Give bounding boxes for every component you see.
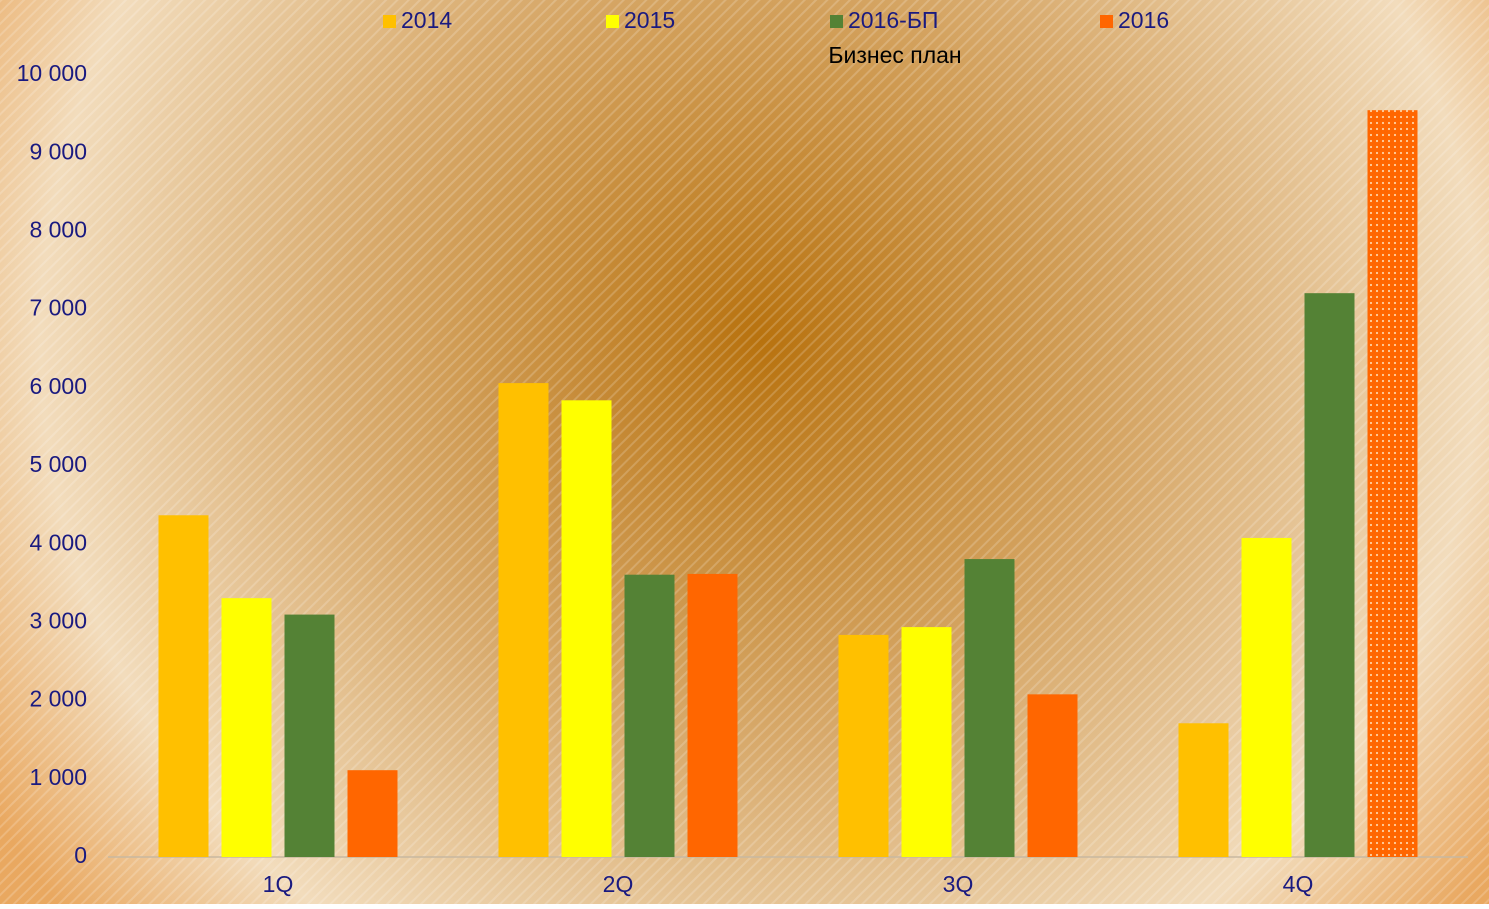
y-tick-label: 4 000 [29,529,87,555]
bar [221,598,272,857]
legend-swatch [606,15,619,28]
bar [838,634,889,857]
legend-swatch [383,15,396,28]
legend-label: 2014 [401,7,452,33]
bar [284,614,335,857]
y-tick-label: 0 [74,842,87,868]
y-tick-label: 8 000 [29,216,87,242]
y-tick-label: 5 000 [29,451,87,477]
bar [561,400,612,857]
legend-swatch [830,15,843,28]
y-tick-label: 9 000 [29,138,87,164]
legend-label: 2015 [624,7,675,33]
legend-label: 2016 [1118,7,1169,33]
bar [498,383,549,857]
bar [1178,723,1229,857]
bar [687,573,738,857]
legend-label: 2016-БП [848,7,938,33]
bar [158,515,209,857]
y-tick-label: 6 000 [29,373,87,399]
bar [624,574,675,857]
x-tick-label: 3Q [943,871,974,897]
y-tick-label: 1 000 [29,764,87,790]
bar [901,627,952,857]
bar [1241,537,1292,857]
bar [1027,694,1078,857]
bar [347,770,398,857]
bar [1367,110,1418,857]
y-tick-label: 3 000 [29,607,87,633]
legend-swatch [1100,15,1113,28]
y-tick-label: 2 000 [29,686,87,712]
bar [1304,293,1355,858]
y-tick-label: 7 000 [29,295,87,321]
x-tick-label: 1Q [263,871,294,897]
y-tick-label: 10 000 [17,60,87,86]
x-tick-label: 4Q [1283,871,1314,897]
x-tick-label: 2Q [603,871,634,897]
bar [964,559,1015,857]
annotation: Бизнес план [828,42,961,68]
